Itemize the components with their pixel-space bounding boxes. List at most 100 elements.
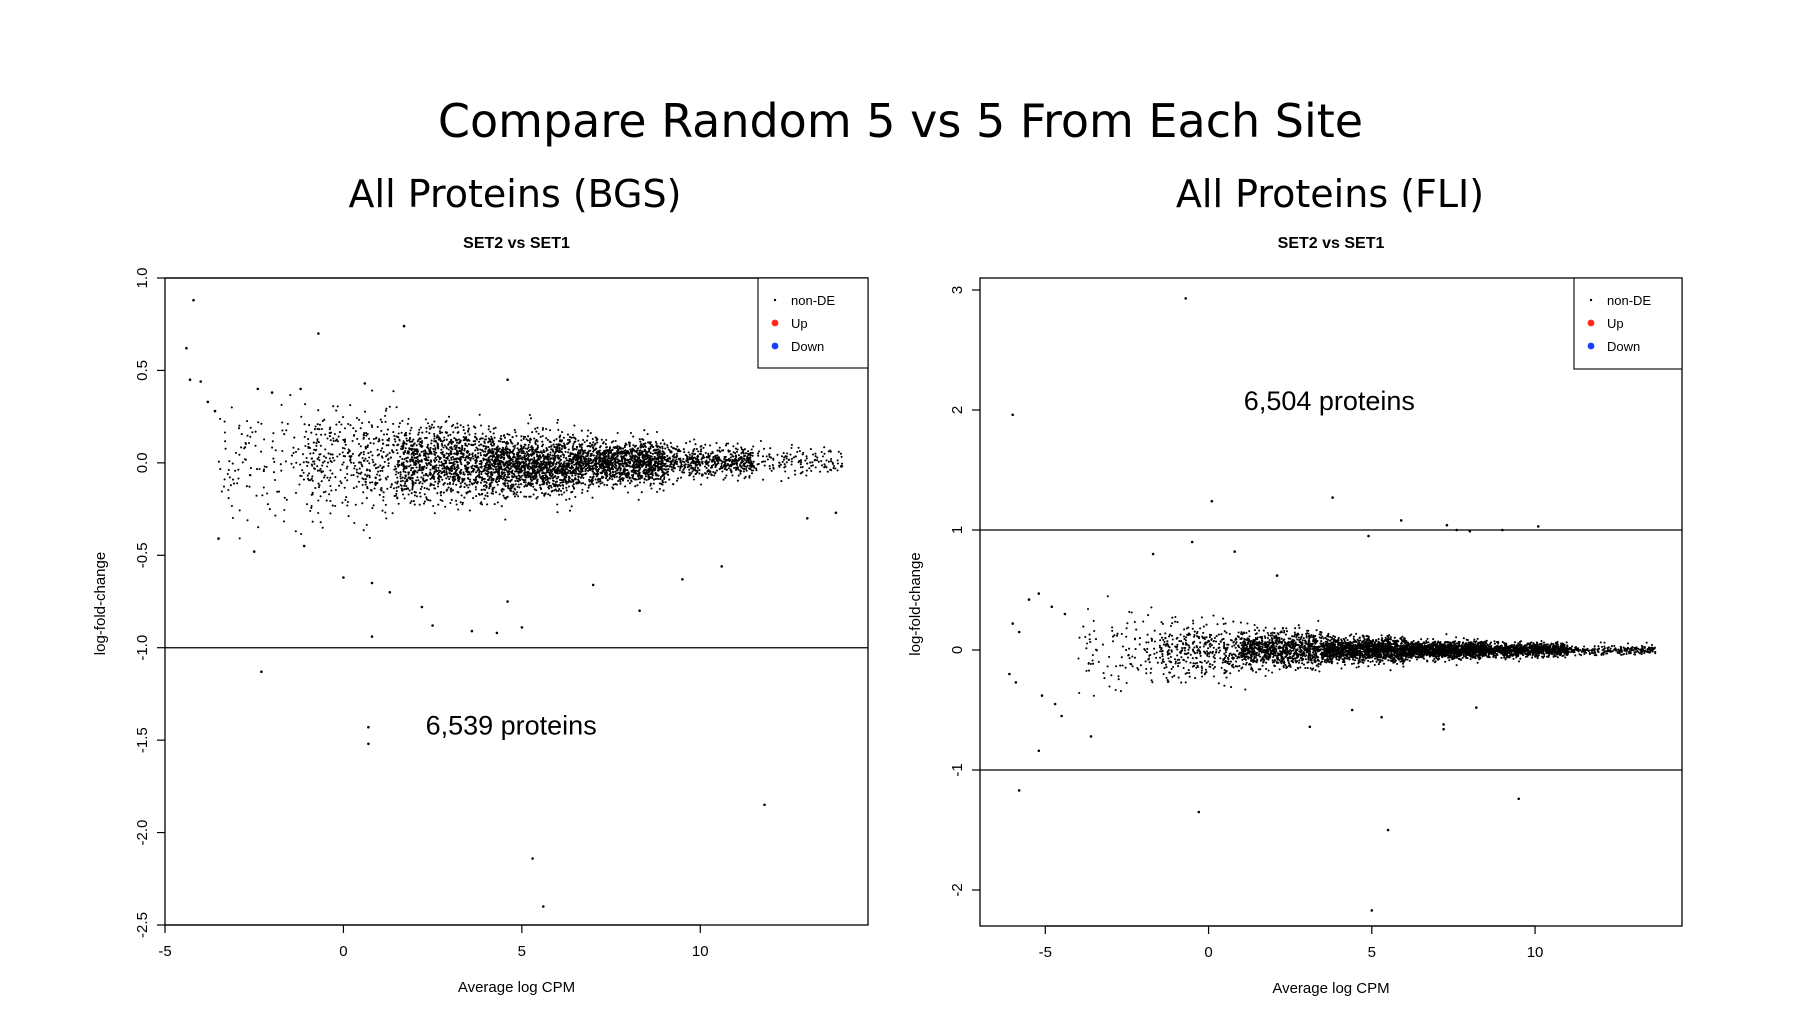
data-point bbox=[409, 476, 412, 479]
data-point bbox=[302, 478, 305, 481]
data-point bbox=[624, 485, 627, 488]
data-point bbox=[596, 469, 599, 472]
data-point bbox=[419, 495, 422, 498]
data-point bbox=[575, 462, 578, 465]
data-point bbox=[365, 434, 368, 437]
data-point bbox=[643, 477, 646, 480]
data-point bbox=[315, 444, 318, 447]
data-point bbox=[544, 456, 547, 459]
data-point bbox=[512, 493, 515, 496]
panel-title-bgs: All Proteins (BGS) bbox=[348, 172, 682, 216]
data-point bbox=[536, 444, 539, 447]
data-point bbox=[531, 450, 534, 453]
data-point bbox=[395, 470, 398, 473]
data-point bbox=[520, 445, 523, 448]
data-point bbox=[489, 440, 492, 443]
data-point bbox=[408, 489, 411, 492]
outlier-point bbox=[495, 631, 499, 635]
data-point bbox=[441, 478, 444, 481]
data-point bbox=[405, 465, 408, 468]
data-point bbox=[621, 462, 624, 465]
data-point bbox=[477, 473, 481, 476]
data-point bbox=[700, 461, 704, 464]
data-point bbox=[669, 463, 672, 466]
data-point bbox=[679, 476, 683, 479]
data-point bbox=[553, 489, 556, 492]
data-point bbox=[719, 467, 722, 470]
data-point bbox=[662, 489, 665, 492]
data-point bbox=[219, 468, 222, 471]
data-point bbox=[505, 445, 508, 448]
data-point bbox=[400, 431, 403, 434]
data-point bbox=[792, 456, 795, 459]
data-point bbox=[475, 471, 478, 474]
data-point bbox=[416, 476, 419, 479]
data-point bbox=[498, 472, 501, 475]
data-point bbox=[326, 465, 329, 468]
data-point bbox=[480, 488, 483, 492]
data-point bbox=[522, 479, 525, 482]
data-point bbox=[480, 503, 484, 506]
data-point bbox=[318, 459, 321, 462]
data-point bbox=[407, 473, 410, 476]
data-point bbox=[422, 450, 425, 453]
data-point bbox=[494, 459, 498, 463]
data-point bbox=[246, 519, 249, 522]
data-point bbox=[529, 417, 533, 420]
data-point bbox=[503, 436, 507, 439]
data-point bbox=[414, 449, 418, 452]
data-point bbox=[528, 441, 532, 444]
data-point bbox=[592, 450, 595, 453]
data-point bbox=[692, 478, 696, 481]
data-point bbox=[798, 460, 801, 463]
data-point bbox=[442, 491, 445, 494]
data-point bbox=[364, 478, 367, 481]
data-point bbox=[591, 437, 594, 441]
data-point bbox=[544, 462, 547, 465]
data-point bbox=[439, 427, 442, 430]
data-point bbox=[465, 436, 468, 439]
data-point bbox=[553, 445, 556, 448]
data-point bbox=[453, 452, 456, 455]
data-point bbox=[319, 444, 322, 447]
data-point bbox=[562, 436, 565, 439]
data-point bbox=[382, 433, 386, 436]
data-point bbox=[734, 468, 738, 471]
data-point bbox=[392, 431, 395, 434]
y-tick-label: 1.0 bbox=[134, 268, 151, 289]
data-point bbox=[439, 469, 442, 473]
data-point bbox=[463, 496, 466, 499]
data-point bbox=[660, 462, 664, 465]
data-point bbox=[369, 450, 372, 453]
data-point bbox=[419, 488, 422, 491]
data-point bbox=[385, 407, 388, 410]
data-point bbox=[399, 471, 402, 474]
data-point bbox=[574, 495, 577, 498]
data-point bbox=[441, 467, 444, 470]
data-point bbox=[412, 454, 415, 457]
data-point bbox=[618, 473, 621, 476]
data-point bbox=[431, 423, 434, 426]
data-point bbox=[612, 446, 615, 449]
data-point bbox=[346, 504, 349, 507]
data-point bbox=[485, 469, 488, 472]
data-point bbox=[581, 443, 584, 446]
data-point bbox=[826, 470, 829, 473]
data-point bbox=[744, 467, 748, 471]
data-point bbox=[737, 459, 740, 462]
data-point bbox=[531, 452, 534, 455]
data-point bbox=[670, 468, 673, 471]
data-point bbox=[518, 465, 521, 468]
data-point bbox=[654, 440, 657, 443]
data-point bbox=[408, 432, 411, 435]
data-point bbox=[463, 464, 467, 467]
data-point bbox=[778, 465, 781, 468]
data-point bbox=[597, 480, 600, 483]
data-point bbox=[567, 448, 570, 451]
data-point bbox=[714, 454, 717, 457]
data-point bbox=[424, 479, 427, 482]
data-point bbox=[525, 484, 528, 487]
data-point bbox=[794, 473, 797, 476]
data-point bbox=[412, 481, 415, 484]
data-point bbox=[522, 445, 526, 448]
